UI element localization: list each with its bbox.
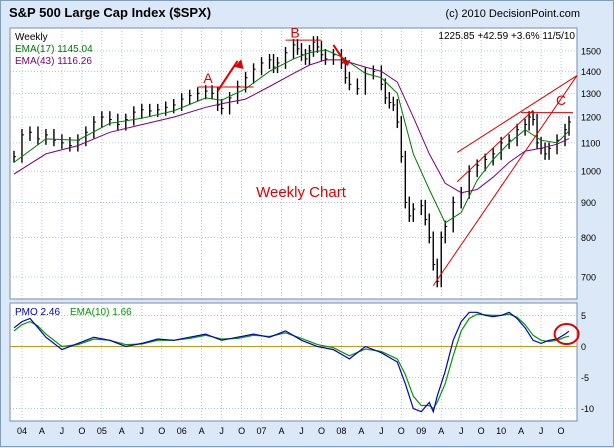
time-tick-label: 08 (336, 426, 346, 436)
chart-annotation-label: Weekly Chart (256, 184, 347, 201)
pmo-axis: 5 0 -5 -10 (581, 311, 594, 414)
price-tick-label: 1300 (581, 89, 601, 99)
time-tick-label: J (379, 426, 384, 436)
time-tick-label: A (279, 426, 285, 436)
credit-text: (c) 2010 DecisionPoint.com (445, 8, 580, 20)
price-tick-label: 700 (581, 273, 596, 283)
time-tick-label: A (438, 426, 444, 436)
marker-label-b: B (290, 24, 299, 40)
chart-title: S&P 500 Large Cap Index ($SPX) (9, 5, 212, 20)
time-tick-label: 04 (17, 426, 27, 436)
price-plot-area (9, 27, 578, 300)
time-tick-label: J (459, 426, 464, 436)
time-tick-label: 09 (416, 426, 426, 436)
time-tick-label: A (39, 426, 45, 436)
arrow-b-line (332, 44, 347, 64)
time-tick-label: J (60, 426, 65, 436)
time-tick-label: O (318, 426, 325, 436)
marker-label-c: C (556, 92, 566, 108)
channel-upper-line (456, 109, 534, 183)
channel-top-line (456, 75, 578, 153)
pmo-tick-label: -10 (581, 404, 594, 414)
annotations: A B C (197, 24, 580, 346)
price-tick-label: 1400 (581, 67, 601, 77)
price-tick-label: 900 (581, 198, 596, 208)
pmo-plot-area (9, 302, 578, 422)
grid-lines (10, 28, 577, 421)
time-tick-label: J (299, 426, 304, 436)
price-legend-1: EMA(17) 1145.04 (15, 44, 93, 55)
time-tick-label: O (158, 426, 165, 436)
pmo-series (13, 311, 570, 414)
price-tick-label: 1100 (581, 138, 600, 148)
time-tick-label: 05 (97, 426, 107, 436)
time-tick-label: O (238, 426, 245, 436)
time-tick-label: A (199, 426, 205, 436)
price-tick-label: 1500 (581, 46, 601, 56)
pmo-line (13, 311, 570, 414)
arrow-b-head (341, 59, 351, 67)
arrow-a-head (234, 59, 244, 69)
time-tick-label: A (358, 426, 364, 436)
time-tick-label: 10 (496, 426, 506, 436)
pmo-tick-label: -5 (581, 373, 589, 383)
pmo-crossover-circle (553, 323, 580, 346)
pmo-legend-1: EMA(10) 1.66 (70, 307, 132, 318)
time-tick-label: 07 (257, 426, 267, 436)
price-quote: 1225.85 +42.59 +3.6% 11/5/10 (438, 31, 575, 42)
channel-lower-line (432, 75, 578, 286)
price-tick-label: 1000 (581, 167, 601, 177)
marker-label-a: A (203, 70, 213, 86)
time-tick-label: A (119, 426, 125, 436)
pmo-tick-label: 5 (581, 311, 586, 321)
price-axis: 700 800 900 1000 1100 1200 1300 1400 1500 (581, 46, 601, 282)
pmo-legend-0: PMO 2.46 (15, 307, 60, 318)
time-tick-label: 06 (177, 426, 187, 436)
pmo-tick-label: 0 (581, 342, 586, 352)
time-tick-label: O (558, 426, 565, 436)
time-tick-label: O (478, 426, 485, 436)
time-tick-label: J (219, 426, 224, 436)
price-tick-label: 1200 (581, 113, 601, 123)
arrow-a-line (216, 60, 239, 92)
ema43-line (13, 59, 570, 194)
price-tick-label: 800 (581, 233, 596, 243)
time-tick-label: O (78, 426, 85, 436)
time-axis: 04 A J O 05 A J O 06 A J O 07 A J O 08 A J O 09 A J O 10 A J O (17, 426, 565, 436)
price-legend-2: EMA(43) 1116.26 (15, 56, 92, 67)
price-series (13, 36, 572, 288)
time-tick-label: J (140, 426, 145, 436)
time-tick-label: A (518, 426, 524, 436)
time-tick-label: J (539, 426, 544, 436)
price-legend-0: Weekly (15, 32, 48, 43)
ema17-line (13, 49, 570, 224)
time-tick-label: O (398, 426, 405, 436)
